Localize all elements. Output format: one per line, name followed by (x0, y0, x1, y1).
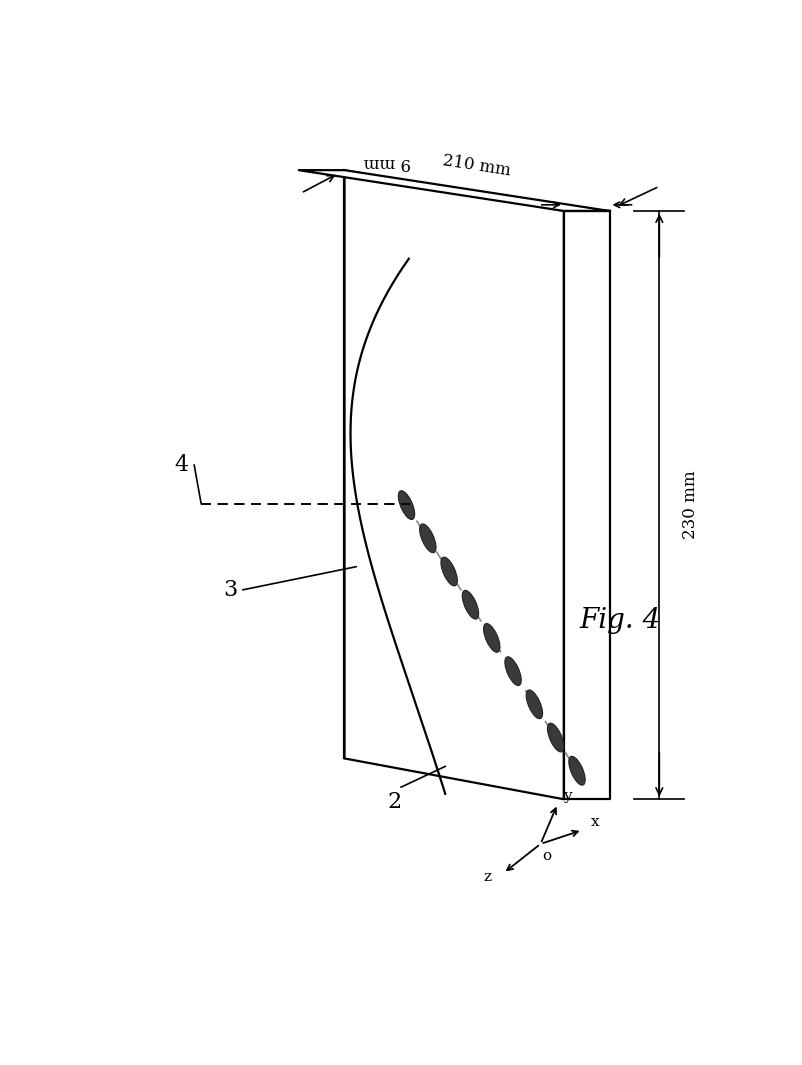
Text: 3: 3 (223, 578, 237, 601)
Ellipse shape (462, 590, 478, 619)
Polygon shape (344, 170, 563, 799)
Text: Fig. 4: Fig. 4 (578, 607, 659, 634)
Text: o: o (541, 849, 551, 864)
Ellipse shape (547, 723, 563, 752)
Polygon shape (563, 211, 609, 799)
Text: 230 mm: 230 mm (681, 471, 698, 539)
Text: x: x (589, 815, 598, 829)
Text: 2: 2 (387, 791, 402, 814)
Ellipse shape (398, 491, 414, 520)
Ellipse shape (504, 657, 520, 686)
Text: 9 mm: 9 mm (363, 154, 411, 171)
Polygon shape (298, 170, 609, 211)
Ellipse shape (419, 524, 435, 553)
Text: z: z (484, 870, 491, 884)
Text: y: y (562, 789, 570, 803)
Ellipse shape (525, 690, 542, 719)
Ellipse shape (440, 557, 457, 586)
Ellipse shape (483, 623, 500, 652)
Text: 210 mm: 210 mm (441, 152, 512, 180)
Ellipse shape (568, 756, 585, 785)
Text: 4: 4 (175, 454, 188, 476)
